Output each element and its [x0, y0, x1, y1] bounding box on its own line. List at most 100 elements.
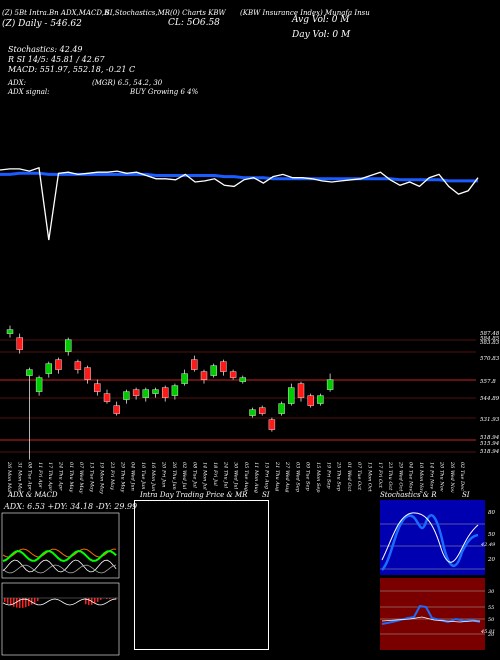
date-label: 23 Thu Oct [387, 461, 393, 491]
date-label: 29 Thu May [119, 461, 125, 492]
date-label: 13 Tue May [88, 462, 94, 492]
candle-body [220, 361, 227, 372]
ind-buy: BUY Growing 6 4% [130, 88, 199, 96]
candle-body [200, 371, 208, 380]
date-label: 23 Fri May [109, 461, 115, 490]
date-label: 11 Fri Apr [37, 462, 43, 489]
macd-histogram-bar [85, 598, 87, 605]
macd-histogram-bar [97, 598, 99, 602]
rsi-level-label: 55 [488, 605, 494, 611]
date-label: 02 Tue Dec [459, 462, 465, 491]
macd-histogram-bar [13, 598, 15, 607]
header-title-3: (0) Charts KBW [170, 9, 226, 17]
macd-histogram-bar [37, 598, 39, 602]
macd-histogram-bar [28, 598, 30, 607]
macd-histogram-bar [19, 598, 21, 608]
date-label: 04 Tue Nov [408, 462, 414, 491]
macd-histogram-bar [88, 598, 90, 605]
macd-histogram-bar [22, 598, 24, 608]
intraday-panel [134, 500, 269, 650]
adx-line-green [2, 549, 117, 563]
date-label: 19 Mon May [99, 462, 105, 494]
stoch-level-label: 50 [488, 532, 495, 538]
candle-body [103, 393, 111, 402]
header-close: CL: 5O6.58 [168, 18, 220, 28]
price-level-label: 583.83 [480, 340, 500, 346]
macd-histogram-bar [109, 598, 111, 599]
header-day-vol: Day Vol: 0 M [292, 30, 351, 40]
candle-body [210, 365, 217, 376]
rsi-level-label: 50 [488, 617, 495, 623]
rsi-signal-line [381, 616, 480, 623]
date-label: 21 Thu Aug [274, 461, 280, 491]
candle-body [326, 379, 334, 390]
date-label: 20 Thu Nov [439, 461, 445, 492]
candle-body [152, 389, 159, 394]
candle-body [191, 359, 198, 370]
date-label: 15 Mon Sep [315, 462, 321, 493]
adx-panel-box [1, 512, 120, 579]
date-label: 03 Wed Sep [294, 462, 300, 493]
candle-body [307, 395, 314, 406]
macd-histogram-bar [4, 598, 6, 602]
rsi-level-label: 30 [488, 589, 495, 595]
macd-panel-box [1, 582, 120, 656]
ind-mgr: (MGR) 6.5, 54.2, 30 [92, 79, 163, 87]
date-label: 09 Tue Sep [305, 462, 311, 491]
ind-adx-signal: ADX signal: [8, 88, 50, 96]
adx-line-white [2, 559, 117, 573]
date-label: 30 Wed Jul [233, 462, 239, 490]
date-label: 01 Wed Oct [346, 462, 352, 492]
date-label: 25 Thu Sep [336, 461, 342, 492]
candle-body [181, 373, 188, 384]
date-label: 02 Wed Jul [181, 462, 187, 490]
candle-body [74, 361, 82, 370]
price-level-label: 531.93 [480, 417, 500, 423]
stoch-marker: 42.49 [480, 542, 496, 548]
candle-body [161, 387, 169, 398]
date-label: 24 Thu Apr [58, 461, 64, 491]
date-label: 11 Mon Aug [253, 462, 259, 493]
macd-histogram-bar [7, 598, 9, 604]
candle-body [249, 409, 256, 416]
ind-adx: ADX: [8, 79, 27, 87]
date-label: 14 Mon Jul [202, 462, 208, 490]
candle-body [94, 383, 101, 392]
candle-body [239, 377, 247, 382]
price-level-label: 587.48 [480, 331, 500, 337]
price-level-label: 518.94 [480, 435, 500, 441]
candle-body [142, 389, 150, 398]
date-label: 20 Fri Jun [161, 461, 167, 487]
date-label: 07 Wed May [78, 462, 84, 494]
macd-histogram-bar [10, 598, 12, 606]
adx-panel-title: ADX & MACD [8, 491, 58, 499]
price-line [0, 166, 479, 241]
candle-body [6, 329, 14, 334]
date-label: 08 Tue Apr [27, 462, 33, 491]
price-level-label: 584.85 [480, 336, 500, 342]
rsi-level-label: 20 [487, 632, 495, 638]
stoch-d-line [381, 512, 479, 563]
candle-body [317, 395, 324, 404]
date-label: 27 Wed Aug [284, 461, 290, 492]
date-label: 19 Fri Sep [325, 462, 331, 489]
date-label: 13 Mon Oct [367, 462, 373, 493]
header-title-2: SI,Stochastics,MR [105, 9, 171, 17]
candle-body [64, 339, 72, 352]
header-daily: (Z) Daily - 546.62 [2, 19, 82, 29]
candle-body [132, 389, 140, 396]
macd-histogram-bar [25, 598, 27, 608]
stoch-level-label: 80 [488, 510, 495, 516]
macd-histogram-bar [100, 598, 102, 600]
intraday-title: Intra Day Trading Price & MR [140, 491, 248, 499]
date-label: 26 Mon Mar [6, 461, 12, 494]
adx-line-orange [2, 548, 117, 558]
date-label: 31 Mon Mar [16, 462, 22, 494]
macd-line [2, 598, 117, 606]
date-label: 24 Thu Jul [222, 461, 228, 489]
ind-rsi: R SI 14/5: 45.81 / 42.67 [8, 55, 105, 64]
date-label: 08 Tue Jul [191, 462, 197, 488]
date-label: 17 Thu Apr [47, 462, 53, 491]
